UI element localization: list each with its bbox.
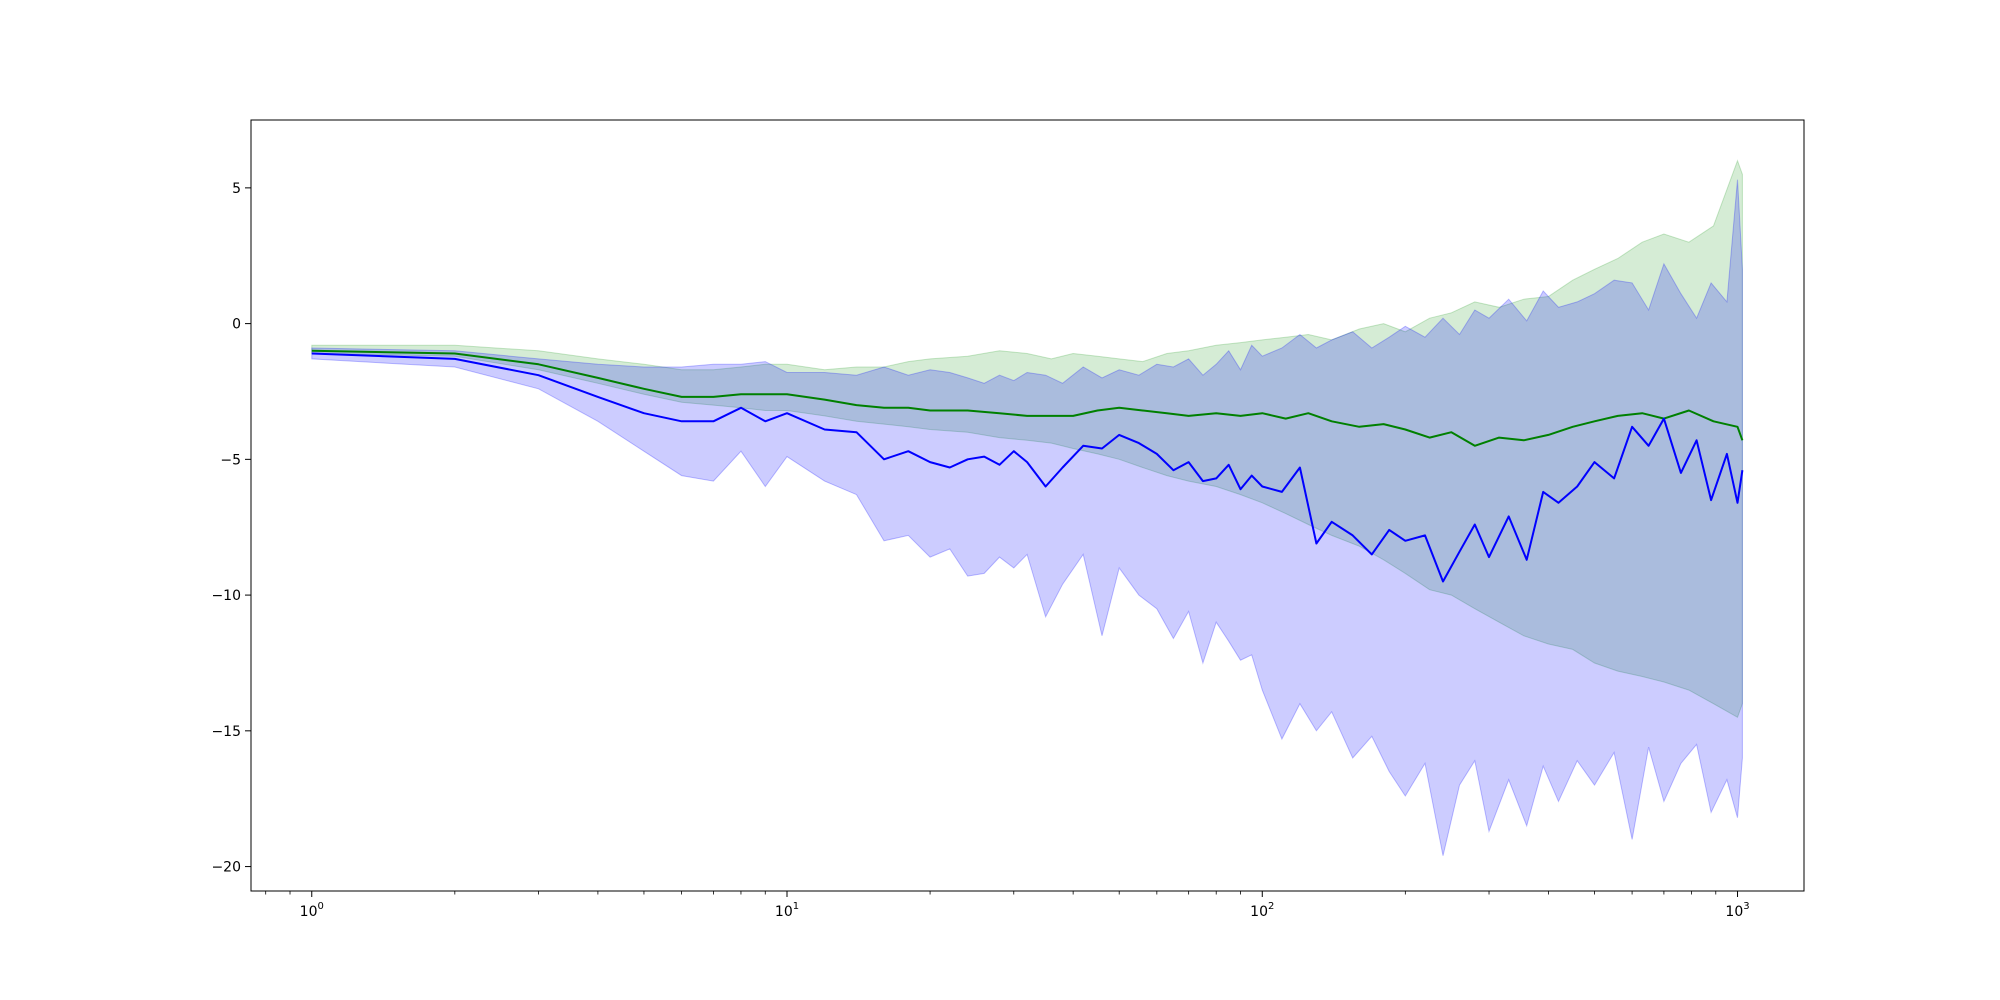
x-tick-label: 103 (1725, 901, 1749, 920)
y-tick-label: −15 (211, 724, 241, 740)
y-tick-label: 5 (232, 181, 241, 197)
series-2-line (311, 352, 1744, 583)
x-tick-label: 102 (1250, 901, 1274, 920)
y-tick-label: 0 (232, 317, 241, 333)
series-1-line (311, 349, 1744, 447)
x-tick-label: 101 (775, 901, 799, 920)
y-tick-label: −20 (211, 860, 241, 876)
x-axis-ticks: 100 101 102 103 (265, 891, 1750, 920)
series-1-band (311, 159, 1743, 719)
series-2-band (311, 179, 1743, 856)
y-tick-label: −10 (211, 588, 241, 604)
y-axis-ticks: 5 0 −5 −10 −15 −20 (211, 181, 251, 876)
series-lines (311, 349, 1744, 583)
x-tick-label: 100 (300, 901, 324, 920)
confidence-bands (311, 159, 1743, 856)
plot-frame (250, 119, 1805, 892)
y-tick-label: −5 (220, 452, 241, 468)
